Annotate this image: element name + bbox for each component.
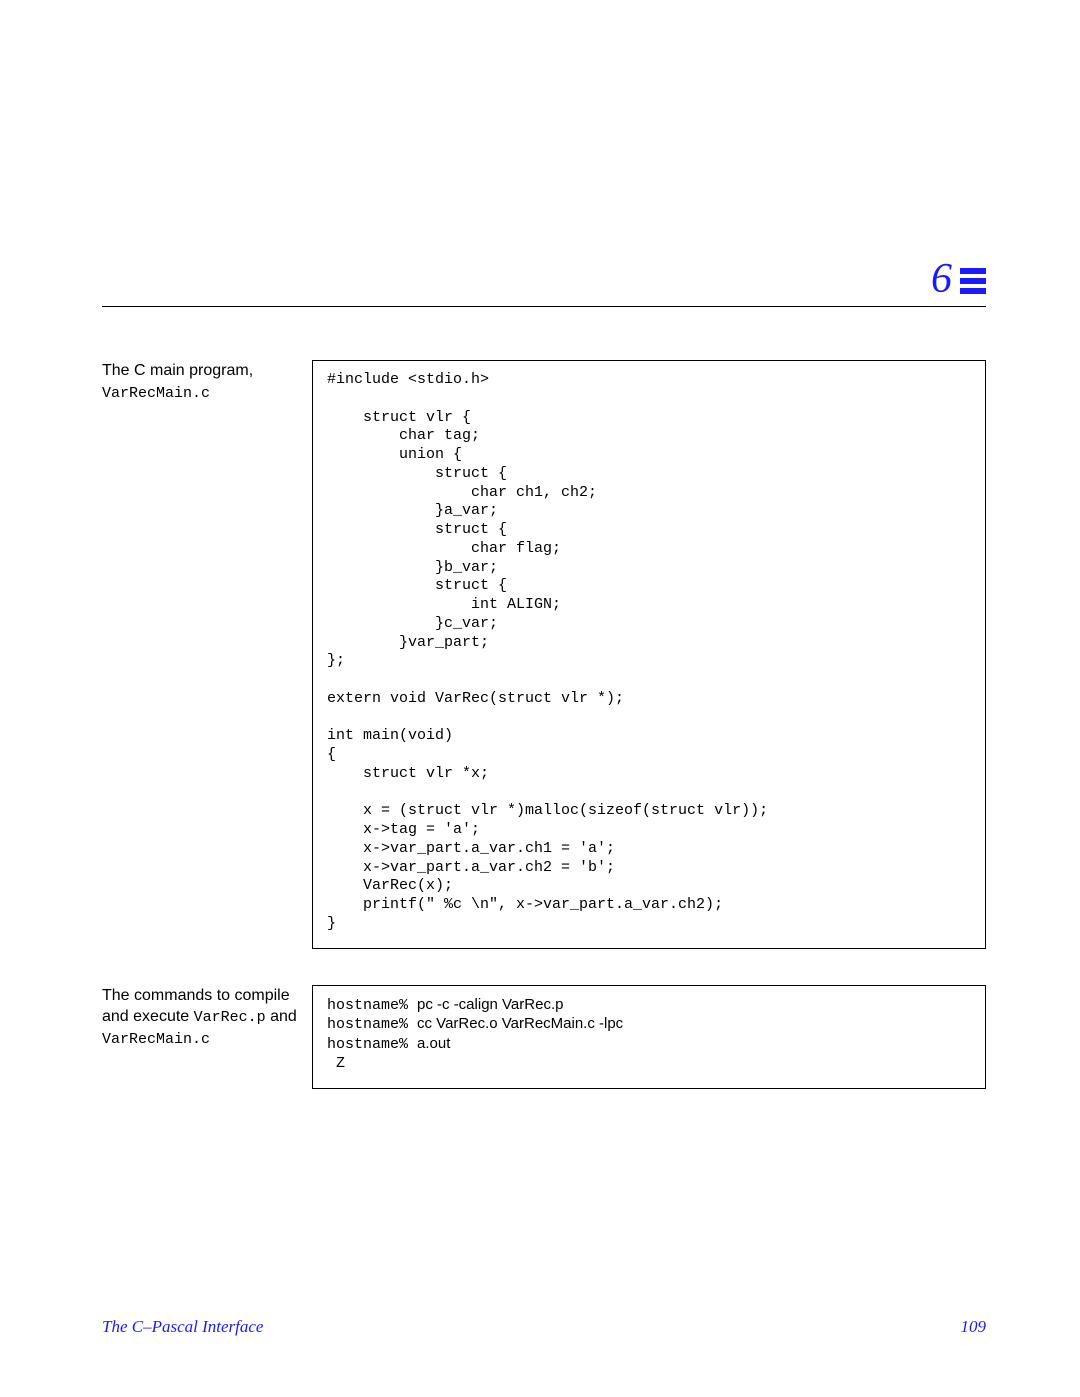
caption-filename: VarRecMain.c — [102, 385, 210, 402]
footer-page-number: 109 — [961, 1317, 987, 1337]
icon-bar — [960, 278, 986, 284]
code-caption: The C main program, VarRecMain.c — [102, 360, 312, 404]
output-text: Z — [327, 1055, 345, 1072]
code-listing: #include <stdio.h> struct vlr { char tag… — [312, 360, 986, 949]
caption-filename: VarRec.p — [194, 1009, 266, 1026]
prompt-text: hostname% — [327, 1036, 417, 1053]
page: 6 The C main program, VarRecMain.c #incl… — [0, 0, 1080, 1397]
chapter-header: 6 — [102, 258, 986, 307]
chapter-bars-icon — [960, 268, 986, 294]
page-footer: The C–Pascal Interface 109 — [102, 1317, 986, 1337]
command-text: cc VarRec.o VarRecMain.c -lpc — [417, 1015, 623, 1032]
caption-filename: VarRecMain.c — [102, 1031, 210, 1048]
command-text: a.out — [417, 1035, 450, 1052]
code-text: #include <stdio.h> struct vlr { char tag… — [327, 371, 768, 932]
terminal-block-row: The commands to compile and execute VarR… — [102, 985, 986, 1089]
icon-bar — [960, 288, 986, 294]
chapter-number: 6 — [931, 258, 952, 300]
content-area: The C main program, VarRecMain.c #includ… — [102, 360, 986, 1125]
footer-title: The C–Pascal Interface — [102, 1317, 263, 1337]
icon-bar — [960, 268, 986, 274]
terminal-caption: The commands to compile and execute VarR… — [102, 985, 312, 1051]
code-block-row: The C main program, VarRecMain.c #includ… — [102, 360, 986, 949]
caption-text: The C main program, — [102, 362, 253, 379]
terminal-listing: hostname% pc -c -calign VarRec.p hostnam… — [312, 985, 986, 1089]
prompt-text: hostname% — [327, 997, 417, 1014]
terminal-line: hostname% cc VarRec.o VarRecMain.c -lpc — [327, 1016, 623, 1033]
caption-text: and — [266, 1008, 297, 1025]
prompt-text: hostname% — [327, 1016, 417, 1033]
terminal-line: hostname% a.out — [327, 1036, 450, 1053]
terminal-line: hostname% pc -c -calign VarRec.p — [327, 997, 563, 1014]
command-text: pc -c -calign VarRec.p — [417, 996, 563, 1013]
